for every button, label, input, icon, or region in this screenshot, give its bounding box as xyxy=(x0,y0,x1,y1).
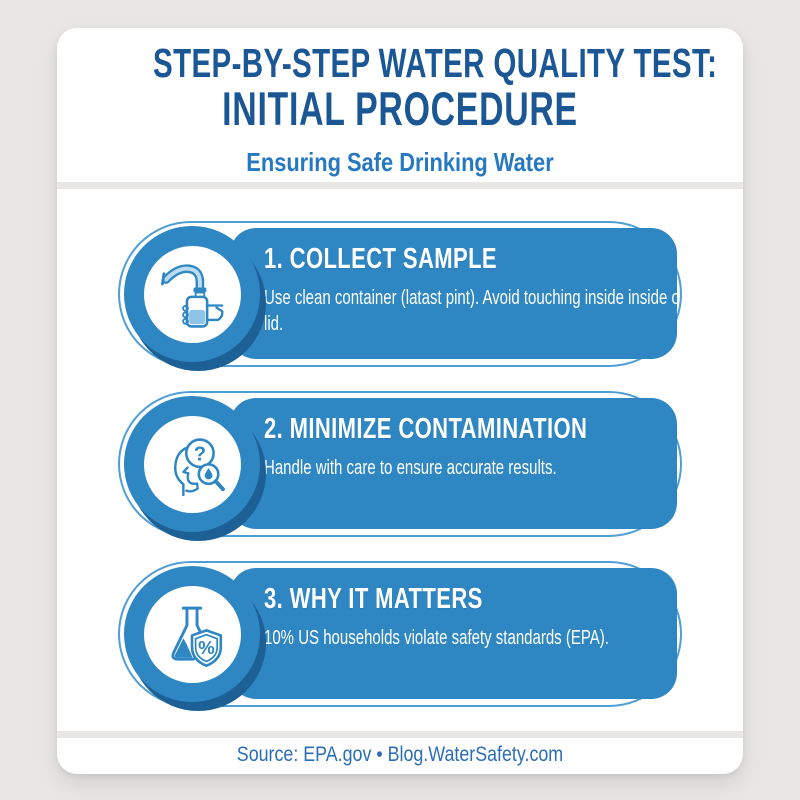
header: STEP-BY-STEP WATER QUALITY TEST: INITIAL… xyxy=(57,28,743,182)
faucet-filling-bottle-icon xyxy=(161,264,224,328)
step-card-1: 1. COLLECT SAMPLE Use clean container (l… xyxy=(118,221,682,367)
step-3-title: 3. WHY IT MATTERS xyxy=(264,583,483,615)
step-card-2: 2. MINIMIZE CONTAMINATION Handle with ca… xyxy=(118,391,682,537)
step-2-description: Handle with care to ensure accurate resu… xyxy=(264,457,557,479)
step-3-panel: 3. WHY IT MATTERS 10% US households viol… xyxy=(230,568,677,699)
head-question-magnifier-icon: ? xyxy=(174,438,225,497)
footer: Source: EPA.gov • Blog.WaterSafety.com xyxy=(57,738,743,774)
page-title-line2: INITIAL PROCEDURE xyxy=(222,81,578,135)
step-2-badge-circle: ? xyxy=(143,415,241,513)
step-3-description: 10% US households violate safety standar… xyxy=(264,627,609,649)
step-2-badge: ? xyxy=(124,396,260,532)
step-2-title: 2. MINIMIZE CONTAMINATION xyxy=(264,413,588,445)
step-1-title: 1. COLLECT SAMPLE xyxy=(264,243,497,275)
step-1-panel: 1. COLLECT SAMPLE Use clean container (l… xyxy=(230,228,677,359)
step-card-3: 3. WHY IT MATTERS 10% US households viol… xyxy=(118,561,682,707)
svg-text:?: ? xyxy=(194,443,206,465)
svg-text:%: % xyxy=(198,637,215,658)
infographic-card: STEP-BY-STEP WATER QUALITY TEST: INITIAL… xyxy=(57,28,743,774)
header-body-divider xyxy=(57,182,743,189)
flask-shield-percent-icon: % xyxy=(171,606,223,667)
page-title: STEP-BY-STEP WATER QUALITY TEST: INITIAL… xyxy=(153,40,718,135)
step-3-badge-circle: % xyxy=(143,585,241,683)
body-footer-divider xyxy=(57,731,743,738)
steps-section: 1. COLLECT SAMPLE Use clean container (l… xyxy=(57,189,743,731)
page-subtitle: Ensuring Safe Drinking Water xyxy=(246,146,554,177)
step-3-badge: % xyxy=(124,566,260,702)
step-1-badge xyxy=(124,226,260,362)
step-2-panel: 2. MINIMIZE CONTAMINATION Handle with ca… xyxy=(230,398,677,529)
source-attribution: Source: EPA.gov • Blog.WaterSafety.com xyxy=(236,743,564,766)
step-1-description: Use clean container (latast pint). Avoid… xyxy=(264,287,677,335)
step-1-badge-circle xyxy=(143,245,241,343)
page-title-line1: STEP-BY-STEP WATER QUALITY TEST: xyxy=(153,40,718,86)
